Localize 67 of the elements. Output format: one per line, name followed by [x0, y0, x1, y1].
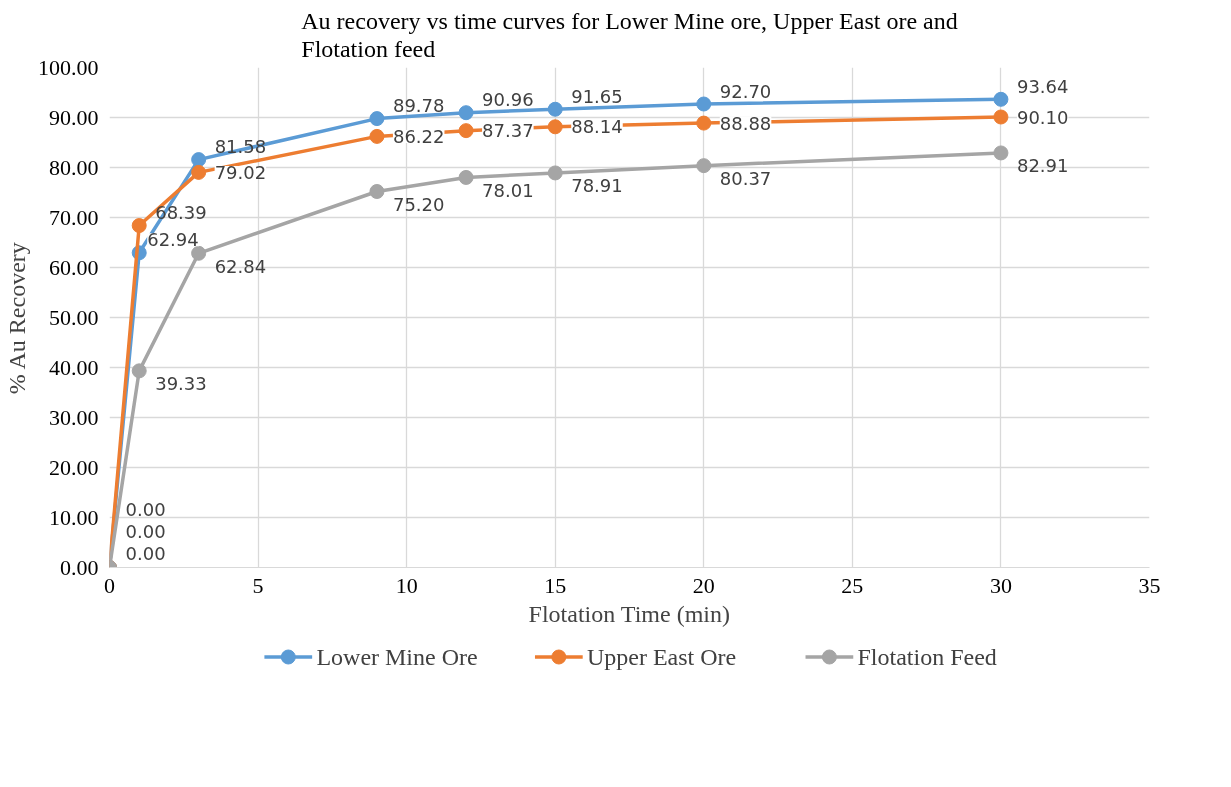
- data-label: 91.65: [571, 85, 623, 107]
- data-label: 0.00: [125, 543, 166, 564]
- x-tick-label: 5: [252, 572, 264, 598]
- data-label: 87.37: [482, 120, 534, 142]
- data-label: 75.20: [392, 194, 445, 215]
- chart-title: Au recovery vs time curves for Lower Mine ore, Upper East ore and Flotation feed: [301, 7, 958, 63]
- data-label: 90.96: [482, 89, 534, 111]
- point: [131, 363, 147, 379]
- data-label: 62.94: [147, 229, 199, 251]
- data-label: 0.00: [125, 521, 166, 542]
- point: [458, 169, 474, 185]
- point: [191, 152, 207, 168]
- data-label: 88.14: [571, 116, 623, 138]
- x-tick-label: 15: [544, 572, 567, 598]
- x-tick-label: 30: [989, 572, 1012, 598]
- y-axis-title: % Au Recovery: [4, 242, 30, 395]
- y-tick-label: 30.00: [49, 404, 99, 430]
- x-tick-label: 0: [104, 572, 115, 598]
- data-label: 79.02: [214, 161, 267, 183]
- point: [191, 164, 207, 180]
- point: [993, 91, 1009, 107]
- y-tick-label: 10.00: [49, 504, 99, 530]
- data-label: 80.37: [719, 168, 772, 190]
- data-label: 90.10: [1016, 106, 1069, 128]
- x-tick-label: 35: [1138, 572, 1161, 598]
- data-label: 78.91: [571, 175, 623, 197]
- x-axis-title: Flotation Time (min): [528, 600, 730, 627]
- y-tick-label: 20.00: [49, 454, 99, 480]
- data-label: 78.01: [482, 179, 534, 201]
- point: [547, 119, 563, 135]
- data-label: 0.00: [125, 499, 166, 520]
- legend-label: Flotation Feed: [857, 644, 997, 670]
- data-label: 92.70: [719, 80, 772, 102]
- x-tick-label: 10: [395, 572, 418, 598]
- data-label: 88.88: [719, 112, 772, 134]
- y-tick-label: 100.00: [38, 54, 99, 80]
- y-tick-label: 90.00: [49, 104, 99, 130]
- data-label: 86.22: [392, 125, 445, 147]
- data-label: 62.84: [214, 255, 267, 277]
- legend-label: Lower Mine Ore: [316, 644, 478, 670]
- point: [696, 96, 712, 112]
- point: [458, 105, 474, 121]
- data-label: 89.78: [392, 95, 445, 117]
- y-tick-label: 80.00: [49, 154, 99, 180]
- x-tick-label: 25: [841, 572, 864, 598]
- point: [369, 184, 385, 199]
- point: [547, 101, 563, 117]
- y-tick-label: 50.00: [49, 304, 99, 330]
- y-tick-label: 0.00: [60, 554, 99, 580]
- y-tick-label: 40.00: [49, 354, 99, 380]
- data-label: 82.91: [1016, 155, 1069, 177]
- point: [369, 128, 385, 144]
- point: [458, 123, 474, 139]
- data-label: 39.33: [155, 373, 207, 395]
- point: [696, 158, 712, 174]
- point: [547, 165, 563, 181]
- y-tick-label: 60.00: [49, 254, 99, 280]
- point: [131, 218, 147, 234]
- y-tick-label: 70.00: [49, 204, 99, 230]
- point: [369, 111, 385, 127]
- point: [191, 245, 207, 261]
- point: [993, 145, 1009, 161]
- x-tick-label: 20: [692, 572, 715, 598]
- point: [993, 109, 1009, 125]
- legend-label: Upper East Ore: [586, 644, 737, 670]
- point: [696, 115, 712, 131]
- data-label: 93.64: [1016, 75, 1069, 97]
